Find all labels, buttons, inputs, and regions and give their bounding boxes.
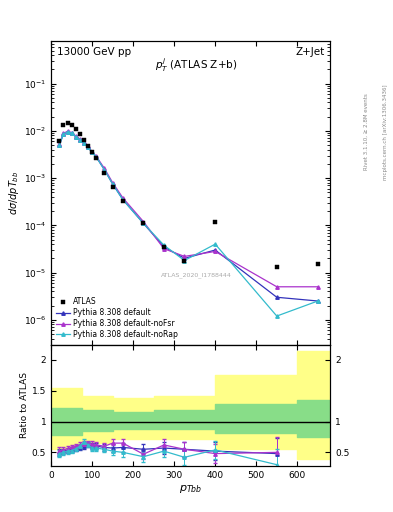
Pythia 8.308 default: [316, 298, 320, 304]
Pythia 8.308 default-noRap: [274, 313, 279, 319]
Pythia 8.308 default-noRap: [182, 258, 187, 264]
ATLAS: [316, 261, 320, 267]
ATLAS: [213, 219, 218, 225]
Pythia 8.308 default-noFsr: [86, 143, 90, 150]
Pythia 8.308 default: [162, 244, 166, 250]
ATLAS: [110, 184, 115, 190]
Pythia 8.308 default-noRap: [61, 131, 66, 137]
Pythia 8.308 default: [213, 247, 218, 253]
Line: Pythia 8.308 default-noFsr: Pythia 8.308 default-noFsr: [57, 130, 320, 289]
ATLAS: [102, 169, 107, 176]
Y-axis label: Ratio to ATLAS: Ratio to ATLAS: [20, 372, 29, 438]
Pythia 8.308 default-noFsr: [102, 165, 107, 172]
Pythia 8.308 default-noFsr: [274, 284, 279, 290]
Text: Z+Jet: Z+Jet: [295, 47, 325, 57]
Text: ATLAS_2020_I1788444: ATLAS_2020_I1788444: [161, 272, 231, 278]
Pythia 8.308 default-noRap: [82, 140, 86, 146]
Text: Rivet 3.1.10, ≥ 2.8M events: Rivet 3.1.10, ≥ 2.8M events: [364, 94, 369, 170]
Line: Pythia 8.308 default-noRap: Pythia 8.308 default-noRap: [57, 130, 320, 318]
ATLAS: [86, 143, 90, 149]
ATLAS: [141, 220, 146, 226]
Pythia 8.308 default: [102, 167, 107, 173]
Pythia 8.308 default: [141, 220, 146, 226]
Y-axis label: $d\sigma/dpT_{bb}$: $d\sigma/dpT_{bb}$: [7, 170, 21, 215]
Pythia 8.308 default-noRap: [69, 130, 74, 136]
Pythia 8.308 default-noFsr: [141, 219, 146, 225]
Pythia 8.308 default: [69, 130, 74, 136]
ATLAS: [73, 126, 78, 132]
Pythia 8.308 default-noFsr: [61, 131, 66, 137]
Pythia 8.308 default: [274, 294, 279, 301]
Pythia 8.308 default: [94, 154, 99, 160]
Pythia 8.308 default: [82, 140, 86, 146]
Pythia 8.308 default-noRap: [77, 137, 82, 143]
Pythia 8.308 default-noFsr: [121, 195, 125, 201]
Pythia 8.308 default-noFsr: [82, 139, 86, 145]
Pythia 8.308 default-noFsr: [162, 246, 166, 252]
ATLAS: [274, 264, 279, 270]
Pythia 8.308 default-noRap: [65, 129, 70, 135]
Pythia 8.308 default-noFsr: [110, 180, 115, 186]
Pythia 8.308 default-noFsr: [213, 248, 218, 254]
Text: mcplots.cern.ch [arXiv:1306.3436]: mcplots.cern.ch [arXiv:1306.3436]: [384, 84, 388, 180]
Pythia 8.308 default-noFsr: [69, 130, 74, 136]
ATLAS: [61, 122, 66, 129]
Pythia 8.308 default-noRap: [162, 242, 166, 248]
Pythia 8.308 default-noRap: [102, 167, 107, 173]
Line: ATLAS: ATLAS: [57, 120, 320, 270]
Pythia 8.308 default: [77, 137, 82, 143]
X-axis label: $p_{Tbb}$: $p_{Tbb}$: [179, 482, 202, 495]
Pythia 8.308 default-noFsr: [316, 284, 320, 290]
Pythia 8.308 default: [65, 129, 70, 135]
Pythia 8.308 default-noRap: [213, 241, 218, 247]
Text: $p_T^{j}$ (ATLAS Z+b): $p_T^{j}$ (ATLAS Z+b): [155, 56, 237, 74]
Pythia 8.308 default-noRap: [94, 154, 99, 160]
Pythia 8.308 default: [90, 150, 94, 156]
Pythia 8.308 default-noRap: [121, 197, 125, 203]
Pythia 8.308 default: [57, 142, 62, 148]
Pythia 8.308 default: [121, 197, 125, 203]
Legend: ATLAS, Pythia 8.308 default, Pythia 8.308 default-noFsr, Pythia 8.308 default-no: ATLAS, Pythia 8.308 default, Pythia 8.30…: [55, 296, 180, 340]
ATLAS: [90, 150, 94, 156]
Pythia 8.308 default-noRap: [110, 181, 115, 187]
Pythia 8.308 default: [61, 131, 66, 137]
Pythia 8.308 default-noFsr: [182, 253, 187, 260]
ATLAS: [162, 244, 166, 250]
ATLAS: [121, 198, 125, 204]
ATLAS: [182, 258, 187, 264]
ATLAS: [94, 156, 99, 162]
Pythia 8.308 default-noFsr: [57, 141, 62, 147]
Pythia 8.308 default-noRap: [316, 298, 320, 304]
ATLAS: [57, 138, 62, 144]
Pythia 8.308 default: [110, 181, 115, 187]
Text: 13000 GeV pp: 13000 GeV pp: [57, 47, 131, 57]
ATLAS: [65, 119, 70, 125]
Pythia 8.308 default-noRap: [86, 144, 90, 151]
Pythia 8.308 default-noFsr: [90, 149, 94, 155]
Pythia 8.308 default: [182, 255, 187, 262]
Pythia 8.308 default-noFsr: [94, 153, 99, 159]
Pythia 8.308 default-noRap: [73, 134, 78, 140]
Pythia 8.308 default-noFsr: [73, 133, 78, 139]
Pythia 8.308 default: [73, 134, 78, 140]
Line: Pythia 8.308 default: Pythia 8.308 default: [57, 130, 320, 303]
ATLAS: [69, 122, 74, 128]
Pythia 8.308 default-noFsr: [65, 128, 70, 134]
Pythia 8.308 default-noFsr: [77, 136, 82, 142]
Pythia 8.308 default-noRap: [141, 220, 146, 226]
Pythia 8.308 default-noRap: [57, 142, 62, 148]
ATLAS: [77, 131, 82, 137]
ATLAS: [82, 137, 86, 143]
Pythia 8.308 default-noRap: [90, 150, 94, 156]
Pythia 8.308 default: [86, 144, 90, 151]
